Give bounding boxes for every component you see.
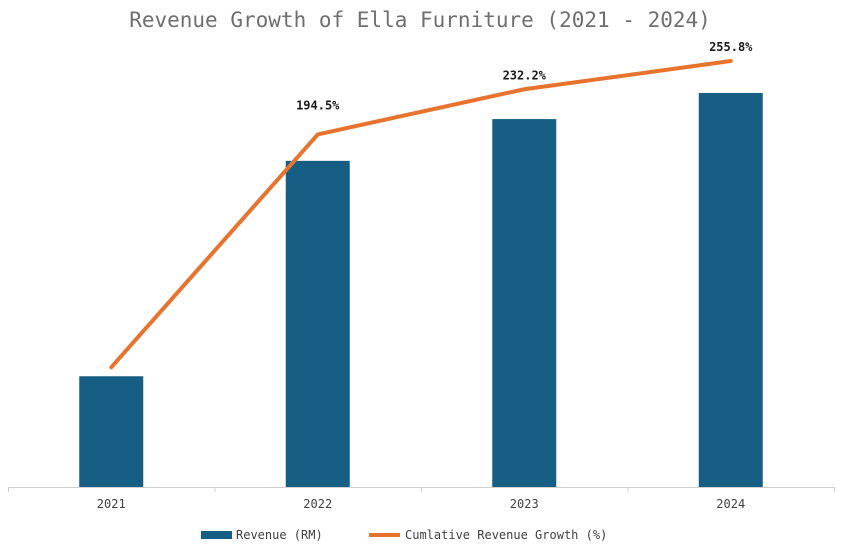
legend-label-growth: Cumlative Revenue Growth (%) [405, 528, 607, 542]
x-tick-label-2022: 2022 [303, 497, 332, 511]
legend-swatch-revenue [201, 531, 232, 539]
x-tick-label-2023: 2023 [510, 497, 539, 511]
x-axis: 2021 2022 2023 2024 [8, 487, 835, 511]
data-label-2024: 255.8% [709, 40, 753, 54]
chart-title: Revenue Growth of Ella Furniture (2021 -… [129, 8, 711, 32]
bar-2021 [79, 376, 144, 487]
bars-layer [79, 92, 763, 487]
x-tick-label-2024: 2024 [716, 497, 745, 511]
growth-line-layer [109, 59, 733, 370]
growth-line [109, 59, 733, 370]
bar-2023 [492, 119, 557, 487]
bar-2024 [698, 92, 763, 487]
data-labels-layer: 194.5% 232.2% 255.8% [296, 40, 753, 112]
data-label-2023: 232.2% [503, 68, 547, 82]
legend-label-revenue: Revenue (RM) [236, 528, 323, 542]
bar-2022 [285, 160, 350, 487]
x-tick-label-2021: 2021 [97, 497, 126, 511]
legend: Revenue (RM) Cumlative Revenue Growth (%) [201, 528, 607, 542]
data-label-2022: 194.5% [296, 98, 340, 112]
